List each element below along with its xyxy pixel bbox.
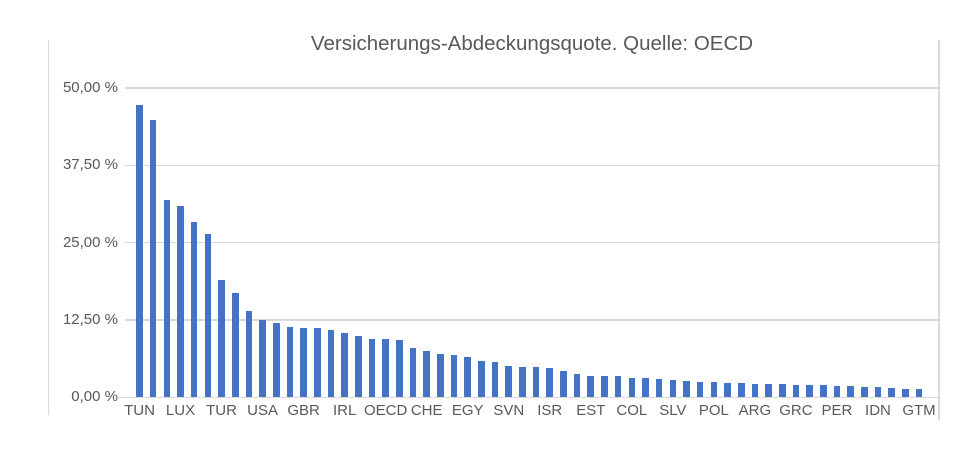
bar	[382, 339, 389, 398]
bar	[683, 380, 690, 398]
bar	[642, 378, 649, 398]
bar	[190, 222, 198, 398]
gridline	[125, 164, 939, 167]
chart-title: Versicherungs-Abdeckungsquote. Quelle: O…	[310, 32, 754, 55]
bar	[792, 384, 800, 398]
bar	[218, 279, 225, 398]
gridline	[125, 241, 939, 244]
bar	[259, 319, 266, 398]
bar	[902, 388, 909, 398]
x-axis-tick-label: TUR	[206, 402, 237, 419]
bar	[341, 332, 348, 398]
x-axis-tick-label: LUX	[165, 402, 196, 419]
bar	[860, 386, 868, 398]
x-axis-tick-label: COL	[616, 402, 648, 419]
x-axis-tick-label: CHE	[410, 402, 443, 419]
y-axis-tick-label: 0,00 %	[71, 388, 118, 406]
x-axis-tick-label: IRL	[332, 402, 357, 419]
bar	[724, 383, 731, 398]
x-axis-tick-label: EGY	[451, 402, 484, 419]
bar	[532, 367, 540, 398]
gridline	[125, 87, 939, 89]
bar	[573, 373, 581, 398]
bar	[806, 384, 813, 398]
bar	[313, 328, 321, 398]
bar	[696, 381, 704, 398]
bar	[396, 340, 403, 398]
plot-right-border	[938, 40, 940, 420]
bar	[163, 199, 171, 398]
x-axis-tick-label: OECD	[363, 402, 408, 419]
y-axis-tick-label: 12,50 %	[62, 310, 118, 328]
x-axis-tick-label: EST	[576, 402, 606, 419]
x-axis-tick-label: USA	[247, 402, 278, 419]
bar	[560, 370, 567, 398]
x-axis-tick-label: POL	[698, 402, 729, 419]
bar	[737, 383, 745, 398]
x-axis-tick-label: GBR	[287, 402, 320, 419]
bar	[450, 354, 458, 398]
bar	[628, 377, 636, 398]
gridline	[125, 319, 939, 321]
bar	[833, 385, 841, 398]
x-axis-tick-label: PER	[821, 402, 853, 419]
x-axis-tick-label: ARG	[738, 402, 772, 419]
bar	[587, 375, 595, 398]
bar	[355, 336, 362, 398]
bar	[204, 234, 212, 398]
bar	[272, 323, 280, 398]
x-axis-tick-label: IDN	[865, 402, 891, 419]
bar	[601, 375, 608, 398]
bar	[874, 387, 882, 398]
bar	[491, 362, 499, 398]
bar	[300, 328, 307, 398]
bar	[819, 385, 827, 398]
bar	[888, 388, 895, 398]
bar	[778, 384, 786, 398]
bar	[437, 354, 444, 398]
bar	[546, 367, 554, 398]
bar	[710, 382, 718, 398]
bar	[177, 206, 184, 398]
bar	[136, 105, 143, 398]
bar	[847, 386, 854, 398]
x-axis-line	[118, 396, 939, 399]
bar	[464, 357, 471, 398]
y-axis-line	[47, 40, 49, 415]
x-axis-tick-label: TUN	[124, 402, 155, 419]
bar	[614, 376, 622, 398]
bar	[149, 120, 157, 398]
bar	[669, 380, 677, 398]
bar	[423, 350, 430, 398]
bar	[505, 366, 513, 398]
bar	[245, 311, 253, 398]
bar	[751, 383, 759, 398]
bar	[327, 329, 335, 398]
x-axis-tick-label: GRC	[779, 402, 813, 419]
y-axis-tick-label: 50,00 %	[62, 78, 118, 96]
bar	[409, 347, 417, 398]
y-axis-tick-label: 37,50 %	[62, 156, 118, 174]
y-axis-tick-label: 25,00 %	[62, 233, 118, 251]
bar	[915, 389, 923, 398]
x-axis-tick-label: SVN	[493, 402, 525, 419]
bar	[368, 338, 376, 398]
bar	[655, 379, 663, 398]
bar	[478, 360, 485, 398]
x-axis-tick-label: ISR	[537, 402, 563, 419]
bar	[519, 367, 526, 398]
x-axis-tick-label: SLV	[659, 402, 687, 419]
x-axis-tick-label: GTM	[902, 402, 936, 419]
bar	[765, 384, 772, 398]
bar	[231, 292, 239, 398]
bar	[286, 326, 294, 398]
